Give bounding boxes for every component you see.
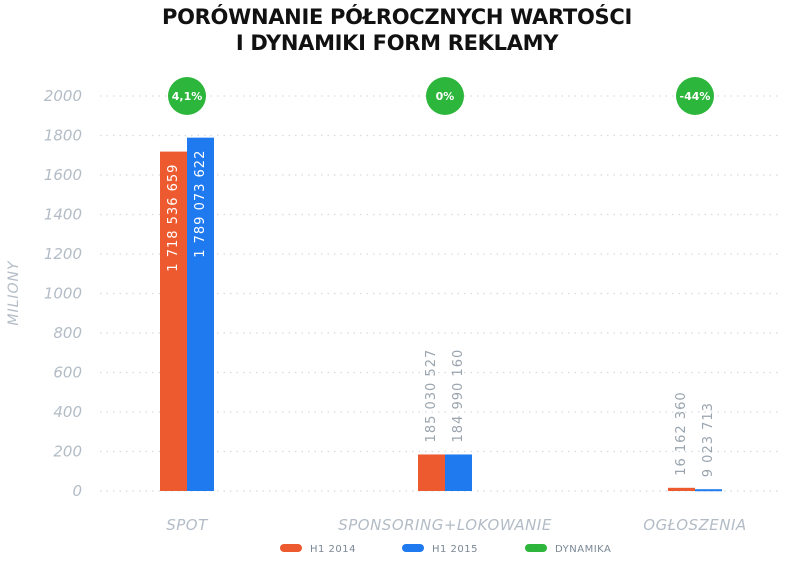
bar-h1-2014-2 [668, 487, 695, 491]
dynamics-badges: 4,1% 0% -44% [168, 77, 714, 115]
bar-h1-2015-0 [187, 137, 214, 491]
bar-h1-2014-0 [160, 151, 187, 492]
dynamics-value: 4,1% [172, 90, 203, 103]
chart-title-line-2: I DYNAMIKI FORM REKLAMY [235, 31, 559, 55]
legend-swatch [525, 544, 547, 552]
legend-label: DYNAMIKA [555, 544, 611, 555]
value-label: 1 789 073 622 [193, 150, 208, 258]
value-label: 16 162 360 [674, 391, 689, 475]
dynamics-value: -44% [680, 90, 711, 103]
category-label: SPOT [166, 516, 209, 534]
bar-h1-2014-1 [418, 454, 445, 491]
y-tick-label: 400 [53, 403, 82, 421]
category-labels: SPOT SPONSORING+LOKOWANIE OGŁOSZENIA [166, 516, 746, 534]
value-label: 185 030 527 [424, 349, 439, 443]
y-tick-label: 1400 [44, 206, 82, 224]
bar-h1-2015-1 [445, 454, 472, 491]
y-axis-label: MILIONY [6, 260, 22, 326]
value-label: 9 023 713 [701, 402, 716, 477]
y-tick-label: 200 [53, 443, 82, 461]
y-tick-label: 1800 [44, 127, 82, 145]
chart-title: PORÓWNANIE PÓŁROCZNYCH WARTOŚCI I DYNAMI… [0, 4, 794, 56]
legend-label: H1 2015 [432, 544, 478, 555]
y-tick-label: 1200 [44, 245, 82, 263]
y-tick-label: 1000 [44, 285, 82, 303]
y-tick-label: 1600 [44, 166, 82, 184]
bar-h1-2015-2 [695, 489, 722, 492]
y-tick-label: 0 [72, 482, 82, 500]
value-label: 1 718 536 659 [166, 164, 181, 272]
value-labels: 1 718 536 659 1 789 073 622 185 030 527 184… [166, 150, 716, 478]
legend-swatch [402, 544, 424, 552]
category-label: OGŁOSZENIA [643, 516, 746, 534]
legend: H1 2014 H1 2015 DYNAMIKA [280, 544, 611, 555]
bars [160, 137, 722, 492]
y-axis-ticks: 0 200 400 600 800 1000 1200 1400 1600 1800 2000 [44, 87, 82, 500]
legend-swatch [280, 544, 302, 552]
y-tick-label: 800 [53, 324, 82, 342]
gridlines [100, 95, 780, 492]
category-label: SPONSORING+LOKOWANIE [338, 516, 552, 534]
dynamics-badge-2 [676, 77, 714, 115]
value-label: 184 990 160 [451, 349, 466, 443]
chart-title-line-1: PORÓWNANIE PÓŁROCZNYCH WARTOŚCI [162, 5, 632, 29]
legend-label: H1 2014 [310, 544, 356, 555]
dynamics-badge-1 [426, 77, 464, 115]
y-tick-label: 2000 [44, 87, 82, 105]
dynamics-badge-0 [168, 77, 206, 115]
y-tick-label: 600 [53, 364, 82, 382]
dynamics-value: 0% [436, 90, 455, 103]
